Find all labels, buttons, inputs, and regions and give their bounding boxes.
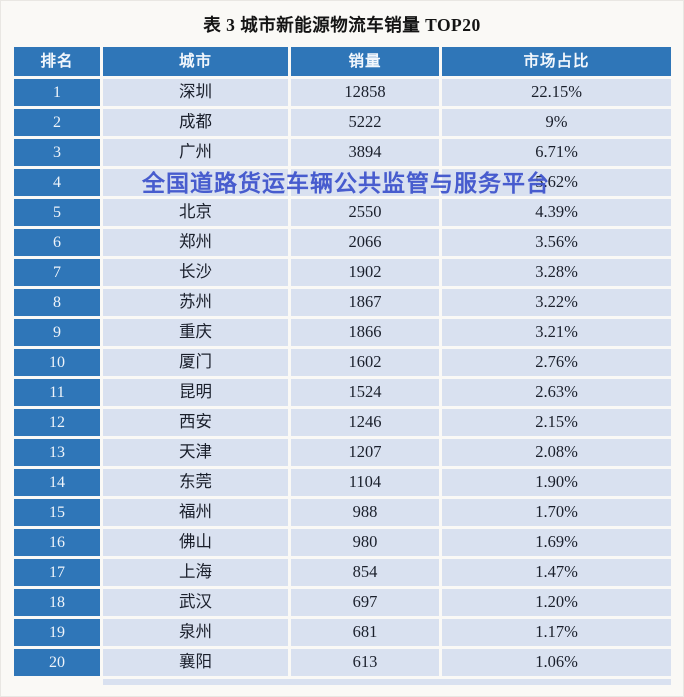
column-header-sales: 销量 xyxy=(291,47,439,76)
row-13-share-cell: 2.08% xyxy=(442,439,671,466)
row-9-sales-cell: 1866 xyxy=(291,319,439,346)
row-6-rank-cell: 6 xyxy=(14,229,100,256)
row-19-share-cell: 1.17% xyxy=(442,619,671,646)
row-1-rank-cell: 1 xyxy=(14,79,100,106)
row-8-rank-cell: 8 xyxy=(14,289,100,316)
row-3-sales-cell: 3894 xyxy=(291,139,439,166)
table-wrap: 排名 城市 销量 市场占比 1 深圳 12858 22.15% 2 成都 522… xyxy=(14,47,671,685)
row-17-share-cell: 1.47% xyxy=(442,559,671,586)
row-3-share-cell: 6.71% xyxy=(442,139,671,166)
row-10-city-cell: 厦门 xyxy=(103,349,288,376)
row-16-rank-cell: 16 xyxy=(14,529,100,556)
row-15-city-cell: 福州 xyxy=(103,499,288,526)
row-16-sales-cell: 980 xyxy=(291,529,439,556)
row-5-sales-cell: 2550 xyxy=(291,199,439,226)
row-20-sales-cell: 613 xyxy=(291,649,439,676)
row-2-share-cell: 9% xyxy=(442,109,671,136)
row-9-share-cell: 3.21% xyxy=(442,319,671,346)
row-3-city-cell: 广州 xyxy=(103,139,288,166)
row-20-rank-cell: 20 xyxy=(14,649,100,676)
row-12-rank-cell: 12 xyxy=(14,409,100,436)
row-17-rank-cell: 17 xyxy=(14,559,100,586)
row-18-share-cell: 1.20% xyxy=(442,589,671,616)
table-title: 表 3 城市新能源物流车销量 TOP20 xyxy=(203,15,481,35)
row-10-rank-cell: 10 xyxy=(14,349,100,376)
row-15-rank-cell: 15 xyxy=(14,499,100,526)
row-6-share-cell: 3.56% xyxy=(442,229,671,256)
row-9-city-cell: 重庆 xyxy=(103,319,288,346)
row-16-city-cell: 佛山 xyxy=(103,529,288,556)
row-1-share-cell: 22.15% xyxy=(442,79,671,106)
row-17-city-cell: 上海 xyxy=(103,559,288,586)
row-10-sales-cell: 1602 xyxy=(291,349,439,376)
row-11-share-cell: 2.63% xyxy=(442,379,671,406)
row-13-rank-cell: 13 xyxy=(14,439,100,466)
row-20-share-cell: 1.06% xyxy=(442,649,671,676)
row-7-city-cell: 长沙 xyxy=(103,259,288,286)
row-2-sales-cell: 5222 xyxy=(291,109,439,136)
row-1-city-cell: 深圳 xyxy=(103,79,288,106)
row-5-rank-cell: 5 xyxy=(14,199,100,226)
row-19-rank-cell: 19 xyxy=(14,619,100,646)
table-bottom-border xyxy=(103,679,671,685)
row-12-sales-cell: 1246 xyxy=(291,409,439,436)
row-6-sales-cell: 2066 xyxy=(291,229,439,256)
sales-table: 排名 城市 销量 市场占比 1 深圳 12858 22.15% 2 成都 522… xyxy=(14,47,671,685)
row-7-rank-cell: 7 xyxy=(14,259,100,286)
column-header-rank: 排名 xyxy=(14,47,100,76)
row-3-rank-cell: 3 xyxy=(14,139,100,166)
row-6-city-cell: 郑州 xyxy=(103,229,288,256)
row-13-city-cell: 天津 xyxy=(103,439,288,466)
row-12-city-cell: 西安 xyxy=(103,409,288,436)
row-18-sales-cell: 697 xyxy=(291,589,439,616)
row-18-city-cell: 武汉 xyxy=(103,589,288,616)
row-14-sales-cell: 1104 xyxy=(291,469,439,496)
column-header-share: 市场占比 xyxy=(442,47,671,76)
row-1-sales-cell: 12858 xyxy=(291,79,439,106)
row-13-sales-cell: 1207 xyxy=(291,439,439,466)
row-17-sales-cell: 854 xyxy=(291,559,439,586)
column-header-city: 城市 xyxy=(103,47,288,76)
row-14-rank-cell: 14 xyxy=(14,469,100,496)
row-14-share-cell: 1.90% xyxy=(442,469,671,496)
row-7-share-cell: 3.28% xyxy=(442,259,671,286)
row-7-sales-cell: 1902 xyxy=(291,259,439,286)
row-19-city-cell: 泉州 xyxy=(103,619,288,646)
row-11-rank-cell: 11 xyxy=(14,379,100,406)
row-10-share-cell: 2.76% xyxy=(442,349,671,376)
row-4-share-cell: 5.62% xyxy=(442,169,671,196)
row-15-sales-cell: 988 xyxy=(291,499,439,526)
row-8-city-cell: 苏州 xyxy=(103,289,288,316)
row-4-rank-cell: 4 xyxy=(14,169,100,196)
row-18-rank-cell: 18 xyxy=(14,589,100,616)
row-11-sales-cell: 1524 xyxy=(291,379,439,406)
row-15-share-cell: 1.70% xyxy=(442,499,671,526)
row-8-sales-cell: 1867 xyxy=(291,289,439,316)
row-19-sales-cell: 681 xyxy=(291,619,439,646)
row-2-city-cell: 成都 xyxy=(103,109,288,136)
row-16-share-cell: 1.69% xyxy=(442,529,671,556)
row-4-city-cell xyxy=(103,169,288,196)
row-11-city-cell: 昆明 xyxy=(103,379,288,406)
row-2-rank-cell: 2 xyxy=(14,109,100,136)
row-5-share-cell: 4.39% xyxy=(442,199,671,226)
row-5-city-cell: 北京 xyxy=(103,199,288,226)
row-4-sales-cell xyxy=(291,169,439,196)
row-20-city-cell: 襄阳 xyxy=(103,649,288,676)
row-12-share-cell: 2.15% xyxy=(442,409,671,436)
row-8-share-cell: 3.22% xyxy=(442,289,671,316)
row-9-rank-cell: 9 xyxy=(14,319,100,346)
row-14-city-cell: 东莞 xyxy=(103,469,288,496)
